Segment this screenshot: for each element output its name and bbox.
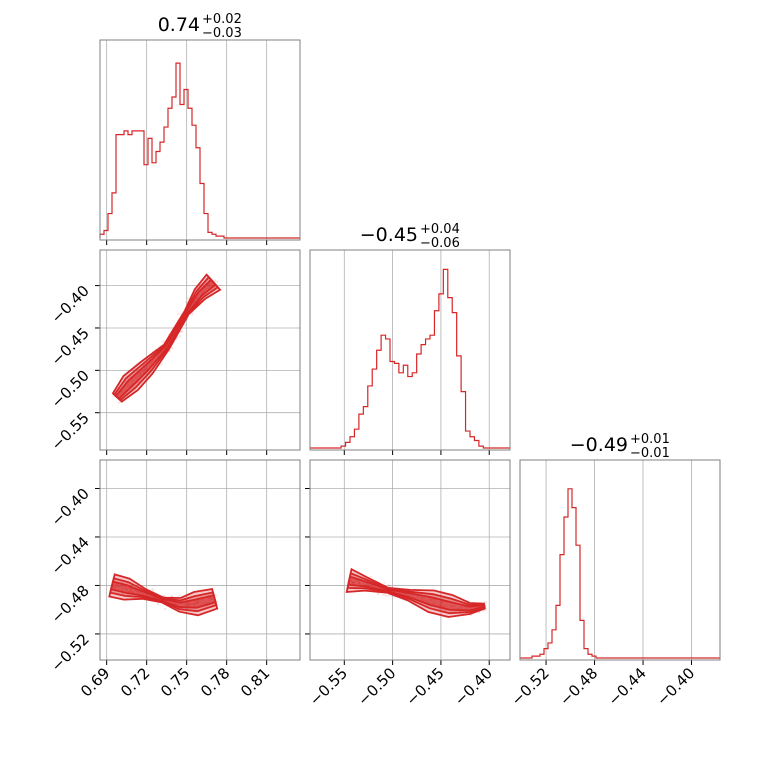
scatter-point [186,297,190,300]
x-tick-label: −0.40 [653,664,698,709]
scatter-point [214,593,217,597]
scatter-point [179,330,183,333]
title-param-3-minus: −0.01 [630,446,670,461]
scatter-point [485,601,488,604]
y-tick-label: −0.50 [48,366,93,411]
panel-2d-1-3: −0.40−0.44−0.48−0.520.69 0.72 0.75 0.78 0.81 [48,459,301,700]
title-param-3-plus: +0.01 [630,432,670,447]
title-param-3: −0.49 [570,434,628,456]
x-tick-label: −0.52 [508,664,553,709]
x-tick-label: 0.72 [117,664,153,700]
panel-2d-1-2: −0.55−0.50−0.45−0.40 [48,249,301,455]
y-tick-label: −0.40 [48,485,93,530]
scatter-point [385,594,388,598]
title-param-1: 0.74 [158,14,200,36]
x-tick-label: 0.75 [157,664,193,700]
x-tick-label: −0.40 [451,664,496,709]
x-tick-label: 0.78 [197,664,233,700]
x-tick-label: 0.81 [237,664,273,700]
scatter-point [214,279,217,282]
contour-level-3 [111,273,222,403]
y-tick-label: −0.55 [48,409,93,454]
scatter-point [151,588,154,591]
scatter-point [171,346,174,350]
scatter-point [177,312,180,316]
panel-hist-2 [309,249,511,451]
panel-frame [309,459,511,661]
scatter-point [382,593,386,597]
y-tick-label: −0.44 [48,533,93,578]
scatter-point [377,592,380,596]
y-tick-label: −0.48 [48,582,93,627]
scatter-point [383,581,386,584]
scatter-point [190,313,194,317]
x-tick-label: 0.69 [77,664,113,700]
scatter-point [156,602,160,606]
scatter-point [178,334,182,338]
scatter-point [185,301,188,304]
scatter-point [117,401,121,404]
title-param-2-minus: −0.06 [420,236,460,251]
y-tick-label: −0.40 [48,282,93,327]
scatter-point [178,594,181,597]
histogram-param-1 [99,62,300,239]
scatter-point [181,330,184,333]
contour-level-3 [108,573,219,617]
y-tick-label: −0.45 [48,324,93,369]
y-tick-label: −0.52 [48,630,93,675]
title-param-2-plus: +0.04 [420,222,460,237]
title-param-2: −0.45 [360,224,418,246]
scatter-point [164,607,167,611]
scatter-point [387,583,391,587]
title-param-1-minus: −0.03 [202,26,242,41]
scatter-point [160,363,163,366]
histogram-param-3 [520,488,720,659]
scatter-point [152,589,155,592]
panel-frame [99,459,301,661]
scatter-point [184,323,187,327]
panel-hist-1 [99,39,301,241]
scatter-point [168,350,171,353]
panel-2d-2-3: −0.55 −0.50 −0.45 −0.40 [305,459,511,709]
x-tick-label: −0.55 [306,664,351,709]
x-tick-label: −0.50 [354,664,399,709]
scatter-point [161,340,164,343]
title-param-1-plus: +0.02 [202,12,242,27]
scatter-point [216,280,219,283]
histogram-param-2 [310,268,510,449]
x-tick-label: −0.45 [403,664,448,709]
scatter-point [369,575,372,579]
panel-hist-3 [519,459,721,661]
panel-frame [99,249,301,451]
x-tick-label: −0.48 [556,664,601,709]
x-tick-label: −0.44 [605,664,650,709]
contour-level-3 [345,567,486,618]
